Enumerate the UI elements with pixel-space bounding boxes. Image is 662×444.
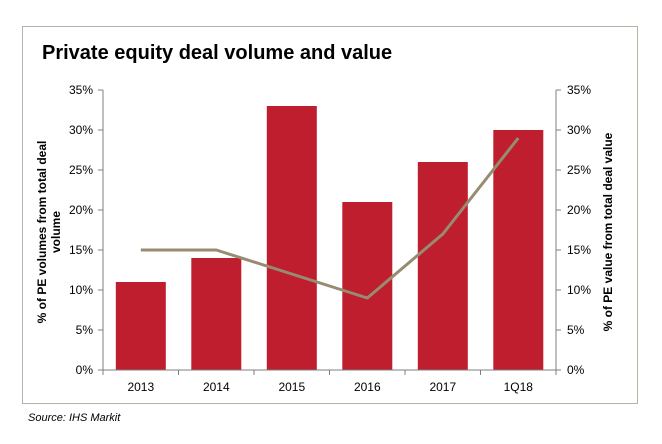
y-right-tick-label: 35% [567, 83, 591, 97]
chart-title: Private equity deal volume and value [42, 42, 393, 64]
x-tick-label: 2016 [354, 380, 381, 394]
y-right-tick-label: 30% [567, 123, 591, 137]
y-left-tick-label: 5% [76, 323, 94, 337]
x-tick-label: 2013 [127, 380, 154, 394]
bar-2017 [417, 162, 468, 370]
y-left-tick-label: 0% [76, 363, 94, 377]
y-right-tick-label: 0% [567, 363, 585, 377]
line-layer [140, 137, 520, 300]
x-tick-label: 2015 [278, 380, 305, 394]
y-left-tick-label: 30% [69, 123, 93, 137]
bars-layer [115, 106, 544, 370]
bar-2014 [191, 258, 242, 370]
bar-2015 [266, 106, 317, 370]
bar-2013 [115, 282, 166, 370]
chart-frame [22, 26, 638, 404]
y-right-tick-label: 10% [567, 283, 591, 297]
bar-2016 [342, 202, 393, 370]
source-note: Source: IHS Markit [28, 412, 121, 424]
y-right-tick-label: 20% [567, 203, 591, 217]
x-tick-label: 2017 [429, 380, 456, 394]
y-right-tick-label: 15% [567, 243, 591, 257]
line-series [140, 137, 520, 300]
x-tick-label: 1Q18 [504, 380, 534, 394]
bar-1Q18 [493, 130, 544, 370]
y-left-tick-label: 25% [69, 163, 93, 177]
y-left-tick-label: 15% [69, 243, 93, 257]
y-left-tick-label: 35% [69, 83, 93, 97]
axes-layer: 0% 0% 5% 5% 10% 10% 15% 15% 20% 20% 25% 25% 30% 30% 35… [69, 83, 591, 394]
y-axis-left-title: % of PE volumes from total dealvolume [35, 141, 63, 324]
x-tick-label: 2014 [203, 380, 230, 394]
y-left-tick-label: 10% [69, 283, 93, 297]
y-left-tick-label: 20% [69, 203, 93, 217]
y-right-tick-label: 5% [567, 323, 585, 337]
y-right-tick-label: 25% [567, 163, 591, 177]
y-axis-right-title: % of PE value from total deal value [601, 132, 615, 331]
